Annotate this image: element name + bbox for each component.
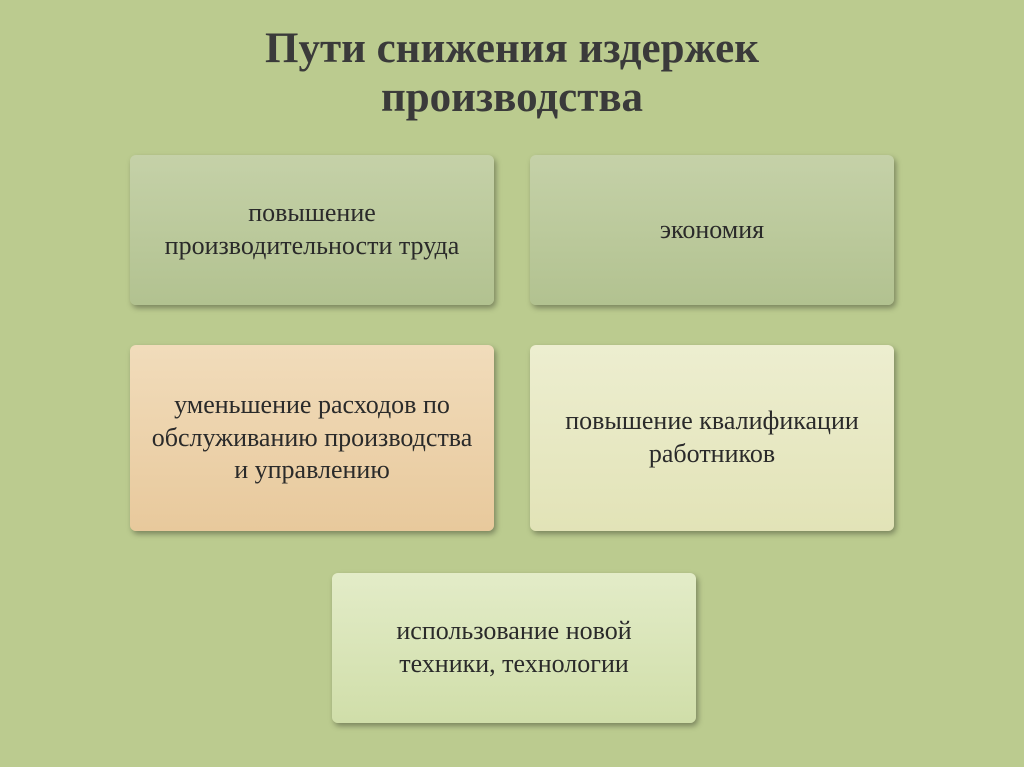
- boxes-grid: повышение производительности труда эконом…: [0, 155, 1024, 715]
- title-line-1: Пути снижения издержек: [265, 25, 759, 72]
- box-maintenance-label: уменьшение расходов по обслуживанию прои…: [148, 389, 476, 487]
- box-technology-label: использование новой техники, технологии: [350, 615, 678, 680]
- box-economy: экономия: [530, 155, 894, 305]
- box-productivity-label: повышение производительности труда: [148, 197, 476, 262]
- slide: Пути снижения издержек производства повы…: [0, 0, 1024, 767]
- box-economy-label: экономия: [660, 214, 764, 247]
- box-maintenance: уменьшение расходов по обслуживанию прои…: [130, 345, 494, 531]
- box-productivity: повышение производительности труда: [130, 155, 494, 305]
- box-qualification-label: повышение квалификации работников: [548, 405, 876, 470]
- box-qualification: повышение квалификации работников: [530, 345, 894, 531]
- slide-title: Пути снижения издержек производства: [0, 24, 1024, 123]
- box-technology: использование новой техники, технологии: [332, 573, 696, 723]
- title-line-2: производства: [381, 74, 643, 121]
